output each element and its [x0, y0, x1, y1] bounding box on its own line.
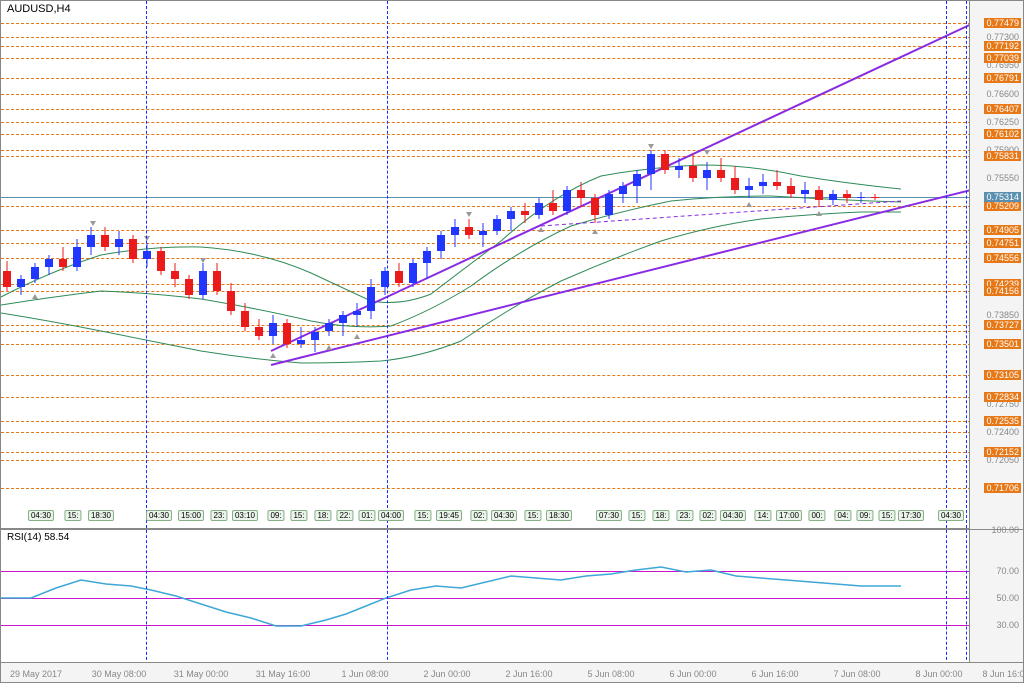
rsi-axis: 100.0070.0050.0030.00 [969, 529, 1023, 664]
chart-container: AUDUSD,H4 04:3015:18:3004:3015:0023:03:1… [0, 0, 1024, 683]
chart-title: AUDUSD,H4 [7, 3, 71, 15]
rsi-panel[interactable]: RSI(14) 58.54 [1, 529, 971, 664]
price-chart[interactable]: AUDUSD,H4 04:3015:18:3004:3015:0023:03:1… [1, 1, 971, 529]
time-axis: 29 May 201730 May 08:0031 May 00:0031 Ma… [1, 662, 1024, 682]
price-axis: 0.773000.769500.766000.762500.759000.755… [969, 1, 1023, 529]
